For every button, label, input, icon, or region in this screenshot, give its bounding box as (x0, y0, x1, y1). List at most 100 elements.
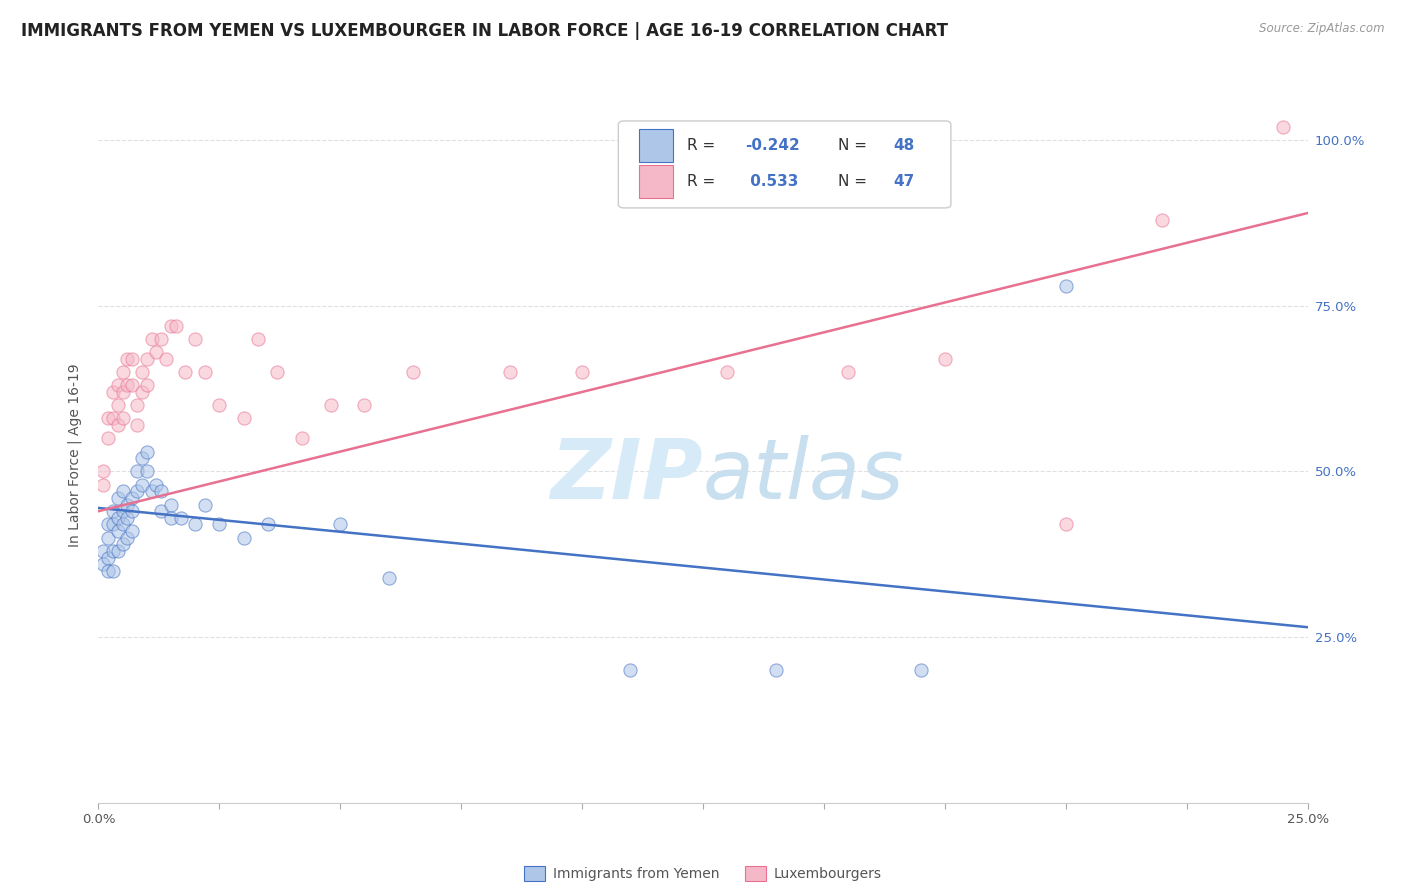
Point (377, 570, 399, 584)
Point (765, 663, 787, 677)
Point (117, 531, 139, 545)
Point (1054, 517, 1077, 532)
Point (121, 378, 143, 392)
Point (111, 537, 134, 551)
Point (1152, 212, 1174, 227)
Text: -0.242: -0.242 (745, 137, 800, 153)
Legend: Immigrants from Yemen, Luxembourgers: Immigrants from Yemen, Luxembourgers (519, 860, 887, 887)
Point (107, 511, 129, 525)
FancyBboxPatch shape (619, 121, 950, 208)
Point (117, 378, 139, 392)
Point (107, 398, 129, 412)
Point (934, 351, 956, 366)
Point (131, 477, 153, 491)
Point (141, 484, 163, 499)
Point (107, 524, 129, 538)
Point (121, 491, 143, 505)
Point (97, 517, 120, 532)
Text: IMMIGRANTS FROM YEMEN VS LUXEMBOURGER IN LABOR FORCE | AGE 16-19 CORRELATION CHA: IMMIGRANTS FROM YEMEN VS LUXEMBOURGER IN… (21, 22, 948, 40)
Point (111, 384, 134, 399)
Point (127, 418, 149, 433)
Text: R =: R = (688, 137, 720, 153)
Point (247, 332, 270, 346)
Point (97, 550, 120, 565)
Point (232, 411, 254, 425)
Point (145, 345, 167, 359)
Point (127, 484, 149, 499)
Point (184, 517, 207, 532)
Point (266, 365, 288, 379)
Point (160, 511, 183, 525)
Text: R =: R = (688, 174, 720, 189)
Point (111, 484, 134, 499)
Point (121, 504, 143, 518)
Point (1272, 120, 1295, 134)
Point (111, 504, 134, 518)
Point (117, 511, 139, 525)
Point (319, 398, 342, 412)
Point (101, 517, 124, 532)
Point (208, 398, 231, 412)
Text: 0.533: 0.533 (745, 174, 799, 189)
Point (353, 398, 375, 412)
Point (117, 498, 139, 512)
FancyBboxPatch shape (638, 128, 673, 162)
Point (150, 504, 173, 518)
Point (121, 524, 143, 538)
Point (169, 511, 191, 525)
Point (150, 484, 173, 499)
Point (208, 517, 231, 532)
Point (716, 365, 738, 379)
Point (127, 465, 149, 479)
Point (91, 544, 114, 558)
FancyBboxPatch shape (638, 165, 673, 198)
Point (131, 365, 153, 379)
Point (174, 365, 197, 379)
Point (107, 378, 129, 392)
Point (101, 544, 124, 558)
Point (97, 564, 120, 578)
Point (145, 477, 167, 491)
Point (619, 663, 641, 677)
Point (117, 351, 139, 366)
Text: N =: N = (838, 174, 872, 189)
Point (111, 517, 134, 532)
Point (97, 431, 120, 445)
Point (127, 398, 149, 412)
Point (498, 365, 520, 379)
Point (256, 517, 278, 532)
Point (232, 531, 254, 545)
Point (91, 465, 114, 479)
Point (160, 318, 183, 333)
Point (91, 477, 114, 491)
Point (101, 384, 124, 399)
Point (155, 351, 177, 366)
Point (135, 378, 157, 392)
Text: ZIP: ZIP (550, 435, 703, 516)
Point (135, 444, 157, 458)
Text: Source: ZipAtlas.com: Source: ZipAtlas.com (1260, 22, 1385, 36)
Point (91, 558, 114, 572)
Point (1054, 279, 1077, 293)
Text: 48: 48 (893, 137, 914, 153)
Point (97, 531, 120, 545)
Point (107, 544, 129, 558)
Point (329, 517, 352, 532)
Point (184, 332, 207, 346)
Point (111, 365, 134, 379)
Point (194, 498, 217, 512)
Text: N =: N = (838, 137, 872, 153)
Text: 47: 47 (893, 174, 914, 189)
Point (194, 365, 217, 379)
Point (101, 411, 124, 425)
Point (141, 332, 163, 346)
Y-axis label: In Labor Force | Age 16-19: In Labor Force | Age 16-19 (67, 363, 83, 547)
Point (910, 663, 932, 677)
Point (402, 365, 425, 379)
Text: atlas: atlas (703, 435, 904, 516)
Point (121, 351, 143, 366)
Point (160, 498, 183, 512)
Point (107, 418, 129, 433)
Point (101, 504, 124, 518)
Point (150, 332, 173, 346)
